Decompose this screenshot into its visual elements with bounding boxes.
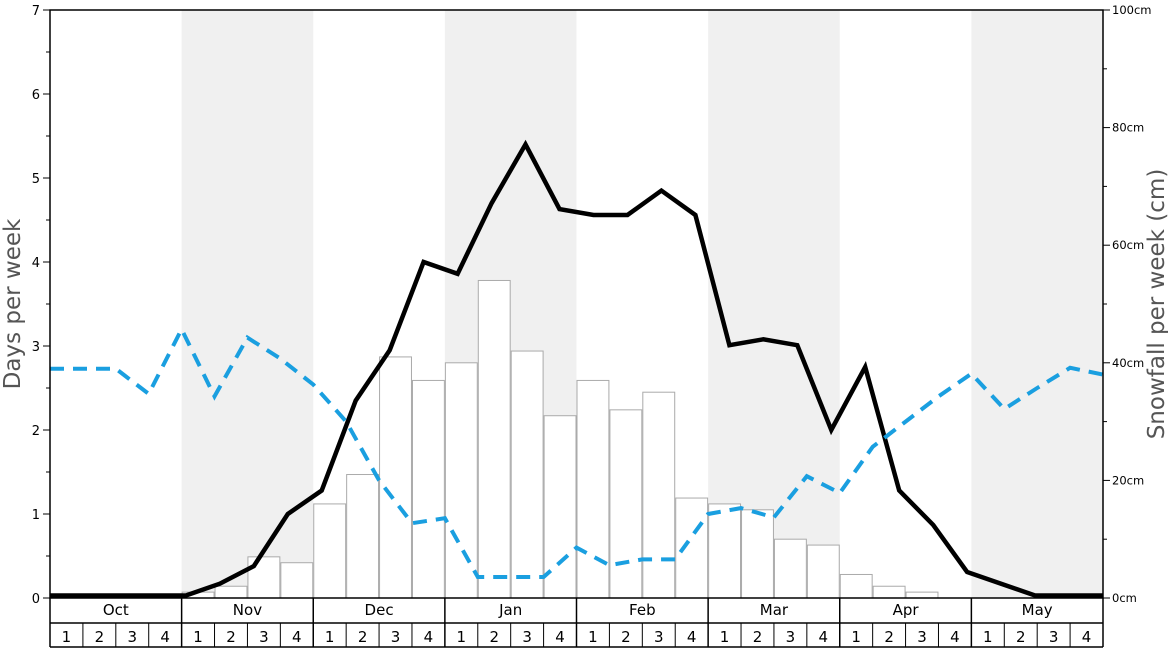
- snowfall-bar: [905, 591, 939, 599]
- solid-series-line: [50, 139, 1103, 598]
- month-axis: Oct 1 2 3 4 Nov 1 2 3 4 Dec 1 2 3 4 Jan 1 2 3 4 Feb 1 2 3 4 Mar 1 2…: [49, 598, 1104, 648]
- week-label: 1: [720, 628, 730, 646]
- week-label: 4: [687, 628, 697, 646]
- week-label: 2: [226, 628, 236, 646]
- week-label: 1: [325, 628, 335, 646]
- snowfall-bar: [872, 585, 906, 599]
- snowfall-bar: [773, 538, 807, 599]
- week-label: 3: [917, 628, 927, 646]
- week-label: 3: [522, 628, 532, 646]
- week-label: 4: [1082, 628, 1092, 646]
- week-label: 4: [424, 628, 434, 646]
- week-label: 2: [489, 628, 499, 646]
- snowfall-bar: [806, 544, 840, 599]
- snowfall-bar: [576, 379, 610, 599]
- week-label: 3: [259, 628, 269, 646]
- left-tick-label: 6: [32, 88, 40, 103]
- right-tick-label: 20cm: [1112, 473, 1144, 487]
- week-label: 4: [950, 628, 960, 646]
- right-axis-title: Snowfall per week (cm): [1144, 169, 1168, 440]
- snowfall-bar: [675, 497, 709, 599]
- week-label: 1: [983, 628, 993, 646]
- left-tick-label: 3: [32, 340, 40, 355]
- month-shade-may: [971, 10, 1103, 598]
- week-label: 4: [819, 628, 829, 646]
- week-label: 3: [654, 628, 664, 646]
- left-tick-label: 0: [32, 592, 40, 607]
- snowfall-bar: [477, 279, 511, 599]
- right-y-axis: 0cm 20cm 40cm 60cm 80cm 100cm: [1103, 3, 1151, 605]
- snowfall-bar: [313, 503, 347, 599]
- week-label: 3: [1049, 628, 1059, 646]
- snowfall-bar: [280, 562, 314, 599]
- week-label: 3: [391, 628, 401, 646]
- week-label: 2: [358, 628, 368, 646]
- snowfall-bars: [181, 279, 939, 599]
- month-label: Apr: [893, 601, 920, 619]
- week-label: 2: [884, 628, 894, 646]
- dashed-series-line: [50, 324, 1104, 579]
- snowfall-bar: [741, 509, 774, 599]
- week-label: 1: [62, 628, 72, 646]
- snowfall-bar: [346, 474, 380, 599]
- month-label: Oct: [103, 601, 129, 619]
- left-tick-label: 2: [32, 424, 40, 439]
- week-label: 2: [95, 628, 105, 646]
- week-label: 3: [786, 628, 796, 646]
- month-label: Feb: [629, 601, 656, 619]
- left-tick-label: 4: [32, 256, 40, 271]
- month-shade-nov: [181, 10, 314, 598]
- left-tick-label: 1: [32, 508, 40, 523]
- snowfall-bar: [609, 409, 643, 599]
- month-label: Dec: [365, 601, 394, 619]
- right-tick-label: 80cm: [1112, 121, 1144, 135]
- snowfall-bar: [510, 350, 544, 599]
- snowfall-bar: [708, 503, 742, 599]
- series-lines: [50, 139, 1104, 598]
- month-label: May: [1022, 601, 1053, 619]
- snowfall-bar: [543, 415, 577, 599]
- week-label: 1: [588, 628, 598, 646]
- left-y-axis: 0 1 2 3 4 5 6 7: [32, 4, 50, 607]
- right-tick-label: 100cm: [1112, 3, 1151, 17]
- snowfall-bar: [214, 585, 248, 599]
- week-label: 1: [457, 628, 467, 646]
- snowfall-bar: [444, 362, 478, 599]
- week-label: 2: [621, 628, 631, 646]
- snowfall-bar: [839, 573, 873, 599]
- snowfall-bar: [247, 556, 281, 599]
- snowfall-bar: [411, 379, 445, 599]
- month-shade-mar: [708, 10, 840, 598]
- snowfall-bar: [379, 356, 412, 599]
- week-label: 4: [555, 628, 565, 646]
- week-label: 4: [292, 628, 302, 646]
- week-label: 1: [193, 628, 203, 646]
- right-tick-label: 40cm: [1112, 356, 1144, 370]
- month-label: Nov: [233, 601, 262, 619]
- right-tick-label: 60cm: [1112, 238, 1144, 252]
- left-axis-title: Days per week: [0, 218, 26, 389]
- week-label: 3: [127, 628, 137, 646]
- snowfall-bar: [642, 391, 676, 599]
- month-label: Jan: [498, 601, 522, 619]
- left-tick-label: 7: [32, 4, 40, 19]
- left-tick-label: 5: [32, 172, 40, 187]
- week-label: 4: [160, 628, 170, 646]
- month-label: Mar: [760, 601, 789, 619]
- week-label: 1: [851, 628, 861, 646]
- right-tick-label: 0cm: [1112, 591, 1137, 605]
- week-label: 2: [753, 628, 763, 646]
- week-label: 2: [1016, 628, 1026, 646]
